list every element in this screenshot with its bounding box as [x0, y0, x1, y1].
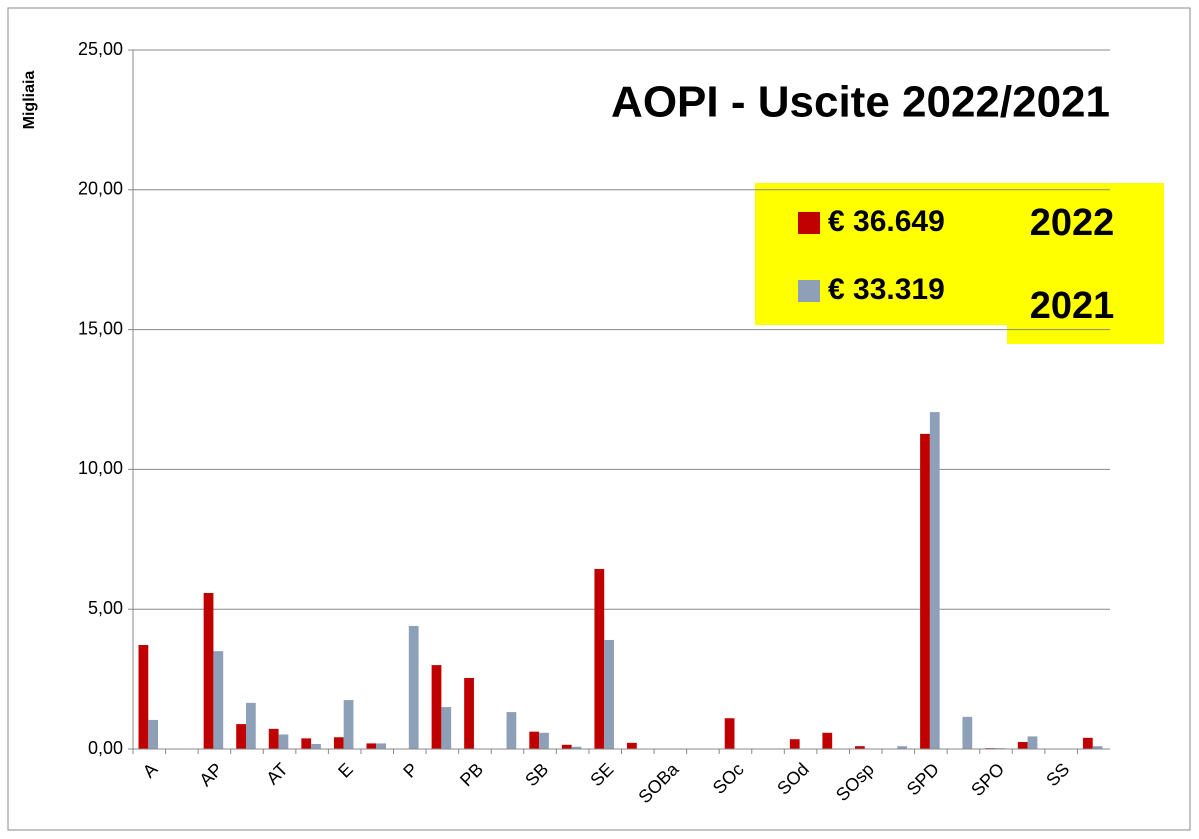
bar: [343, 700, 354, 749]
bar: [1027, 736, 1038, 749]
bar: [203, 592, 214, 749]
bar: [897, 746, 908, 749]
bar: [962, 716, 973, 749]
bar: [604, 639, 614, 749]
annotation-box: [1007, 183, 1164, 344]
bar: [561, 744, 572, 749]
bar: [854, 746, 865, 749]
annotation: 2021: [1030, 285, 1115, 327]
bar: [431, 665, 442, 749]
bar: [441, 707, 452, 749]
bar: [920, 433, 930, 749]
legend-swatch: [798, 280, 820, 302]
bar: [724, 718, 735, 749]
y-tick-label: 25,00: [78, 39, 123, 59]
bar: [627, 742, 637, 749]
bar: [408, 625, 419, 749]
bar: [529, 731, 540, 749]
y-axis-label: Migliaia: [21, 71, 38, 130]
y-tick-label: 15,00: [78, 318, 123, 338]
bar: [571, 746, 582, 749]
bar: [929, 412, 940, 749]
bar: [464, 677, 474, 749]
legend-box: [755, 183, 1007, 325]
bar: [278, 734, 289, 749]
bar: [539, 732, 549, 749]
bar: [366, 743, 377, 749]
y-tick-label: 20,00: [78, 179, 123, 199]
bar: [311, 743, 321, 749]
bar: [333, 737, 344, 749]
bar: [268, 728, 279, 749]
bar: [822, 732, 833, 749]
bar: [376, 743, 387, 749]
bar: [236, 724, 246, 749]
legend-label: € 33.319: [828, 273, 945, 306]
annotation: 2022: [1030, 202, 1115, 244]
legend-swatch: [798, 212, 820, 234]
y-tick-label: 0,00: [88, 738, 123, 758]
legend-label: € 36.649: [828, 205, 945, 238]
bar: [301, 738, 312, 749]
y-tick-label: 10,00: [78, 458, 123, 478]
bar: [1082, 737, 1093, 749]
chart-title: AOPI - Uscite 2022/2021: [611, 78, 1110, 127]
bar: [138, 644, 149, 749]
bar: [245, 702, 256, 749]
bar: [594, 568, 605, 749]
bar: [1092, 746, 1103, 749]
bar: [789, 739, 800, 749]
bar: [213, 651, 224, 749]
y-tick-label: 5,00: [88, 598, 123, 618]
bar: [1017, 742, 1028, 749]
bar: [506, 712, 517, 749]
bar: [148, 719, 159, 749]
